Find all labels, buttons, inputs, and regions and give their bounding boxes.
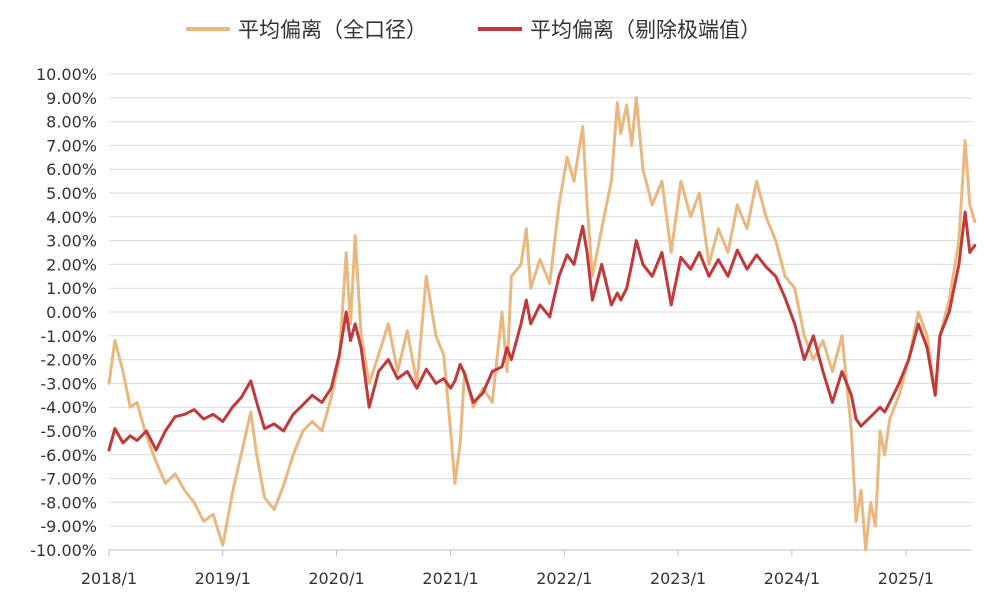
y-tick-label: -9.00% <box>40 517 97 536</box>
series-group <box>107 96 977 552</box>
y-tick-label: 4.00% <box>46 208 97 227</box>
y-tick-label: 1.00% <box>46 279 97 298</box>
grid <box>109 73 972 551</box>
x-tick-label: 2025/1 <box>878 569 934 588</box>
x-tick-label: 2019/1 <box>195 569 251 588</box>
legend-label-2: 平均偏离（剔除极端值） <box>530 18 761 42</box>
y-tick-label: -10.00% <box>30 541 97 560</box>
x-tick-label: 2022/1 <box>536 569 592 588</box>
y-tick-label: -3.00% <box>40 374 97 393</box>
x-tick-label: 2024/1 <box>764 569 820 588</box>
y-tick-label: 6.00% <box>46 160 97 179</box>
series-line-1 <box>107 96 977 552</box>
x-tick-label: 2023/1 <box>650 569 706 588</box>
y-tick-label: -8.00% <box>40 493 97 512</box>
y-tick-label: -4.00% <box>40 398 97 417</box>
y-tick-label: 9.00% <box>46 89 97 108</box>
y-tick-label: 5.00% <box>46 184 97 203</box>
y-tick-label: 7.00% <box>46 136 97 155</box>
series-line-2 <box>107 210 977 452</box>
y-tick-label: 8.00% <box>46 113 97 132</box>
y-tick-label: 10.00% <box>36 65 97 84</box>
y-tick-label: -5.00% <box>40 422 97 441</box>
y-tick-label: 2.00% <box>46 255 97 274</box>
y-tick-label: 3.00% <box>46 232 97 251</box>
legend-label-1: 平均偏离（全口径） <box>238 18 427 42</box>
y-tick-label: -6.00% <box>40 446 97 465</box>
y-tick-label: -2.00% <box>40 351 97 370</box>
y-tick-label: -1.00% <box>40 327 97 346</box>
x-tick-label: 2020/1 <box>308 569 364 588</box>
legend: 平均偏离（全口径） 平均偏离（剔除极端值） <box>186 18 761 42</box>
x-tick-label: 2021/1 <box>422 569 478 588</box>
y-axis: 10.00% 9.00% 8.00% 7.00% 6.00% 5.00% 4.00% 3.00… <box>30 65 97 560</box>
x-axis: 2018/1 2019/1 2020/1 2021/1 2022/1 2023/1 2024… <box>81 549 972 588</box>
y-tick-label: 0.00% <box>46 303 97 322</box>
y-tick-label: -7.00% <box>40 470 97 489</box>
x-tick-label: 2018/1 <box>81 569 137 588</box>
